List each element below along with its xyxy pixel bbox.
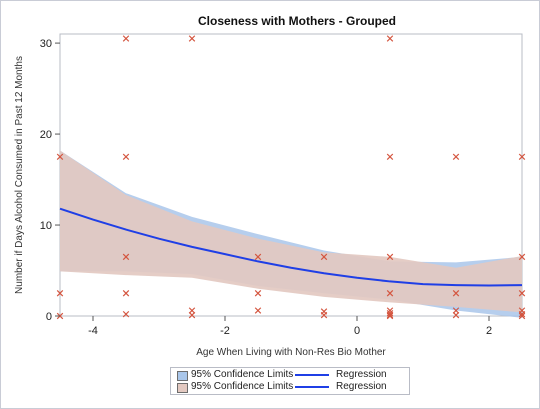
data-point	[386, 253, 394, 261]
chart-title: Closeness with Mothers - Grouped	[198, 14, 396, 28]
confidence-band-tan	[60, 150, 522, 313]
data-point	[518, 253, 526, 261]
data-point	[122, 35, 130, 42]
data-point-stroke	[386, 35, 394, 42]
data-point-stroke	[518, 290, 526, 297]
data-point	[254, 253, 262, 261]
data-point-stroke	[386, 153, 394, 161]
data-point	[56, 290, 64, 297]
legend-row-2: 95% Confidence Limits Regression	[171, 381, 409, 393]
data-point-stroke	[518, 310, 526, 318]
x-tick-label: -4	[88, 325, 98, 337]
data-point-stroke	[518, 312, 526, 320]
y-axis-label: Number if Days Alcohol Consumed in Past …	[14, 56, 25, 294]
data-point	[122, 253, 130, 261]
x-axis: -4 -2 0 2	[88, 316, 492, 337]
data-point-stroke	[386, 312, 394, 320]
confidence-bands	[60, 150, 522, 318]
y-tick-label: 30	[40, 38, 52, 50]
legend-row-1: 95% Confidence Limits Regression	[171, 369, 409, 381]
x-axis-label: Age When Living with Non-Res Bio Mother	[196, 347, 386, 358]
legend-swatch-tan	[177, 383, 188, 393]
regression-line	[59, 207, 523, 287]
data-point-stroke	[188, 311, 196, 319]
data-point-stroke	[254, 307, 262, 314]
data-point-stroke	[56, 290, 64, 297]
data-point-stroke	[386, 311, 394, 319]
data-point	[452, 153, 460, 161]
data-point	[56, 153, 64, 161]
data-point	[122, 153, 130, 161]
x-tick-label: 0	[354, 325, 360, 337]
data-point-stroke	[56, 153, 64, 161]
legend-line-2	[295, 386, 329, 388]
data-point-stroke	[452, 153, 460, 161]
data-point	[386, 35, 394, 42]
legend-line-label-1: Regression	[336, 369, 387, 380]
x-tick-label: 2	[486, 325, 492, 337]
data-point	[518, 290, 526, 297]
data-point-stroke	[122, 290, 130, 297]
data-point	[188, 35, 196, 42]
legend-swatch-blue	[177, 371, 188, 381]
data-point	[386, 290, 394, 297]
data-point	[320, 253, 328, 261]
y-tick-label: 20	[40, 129, 52, 141]
data-point	[122, 290, 130, 297]
regression-layer	[59, 207, 523, 287]
data-point-stroke	[122, 253, 130, 261]
data-point	[386, 311, 394, 319]
legend-line-1	[295, 374, 329, 376]
legend: 95% Confidence Limits Regression 95% Con…	[170, 367, 410, 395]
data-point-stroke	[122, 35, 130, 42]
x-tick-label: -2	[220, 325, 230, 337]
data-point-stroke	[518, 253, 526, 261]
legend-band-label-2: 95% Confidence Limits	[191, 381, 294, 392]
y-tick-label: 10	[40, 220, 52, 232]
data-point-stroke	[320, 311, 328, 319]
data-point	[122, 310, 130, 318]
data-point	[254, 307, 262, 314]
data-point	[386, 153, 394, 161]
data-point-stroke	[254, 253, 262, 261]
data-point	[386, 310, 394, 317]
legend-band-label-1: 95% Confidence Limits	[191, 369, 294, 380]
data-point	[386, 312, 394, 320]
data-point-stroke	[386, 310, 394, 317]
scatter-points	[56, 35, 526, 320]
data-point-stroke	[320, 253, 328, 261]
data-point	[320, 311, 328, 319]
data-point-stroke	[386, 253, 394, 261]
data-point	[452, 311, 460, 319]
data-point-stroke	[518, 153, 526, 161]
y-axis: 0 10 20 30	[40, 38, 60, 323]
data-point	[518, 312, 526, 320]
data-point	[188, 311, 196, 319]
data-point-stroke	[452, 311, 460, 319]
data-point-stroke	[254, 290, 262, 297]
data-point-stroke	[188, 35, 196, 42]
y-tick-label: 0	[46, 311, 52, 323]
data-point	[452, 290, 460, 297]
data-point-stroke	[122, 153, 130, 161]
legend-line-label-2: Regression	[336, 381, 387, 392]
data-point	[518, 310, 526, 318]
data-point-stroke	[122, 310, 130, 318]
data-point-stroke	[452, 290, 460, 297]
data-point	[518, 153, 526, 161]
data-point	[254, 290, 262, 297]
data-point-stroke	[386, 290, 394, 297]
